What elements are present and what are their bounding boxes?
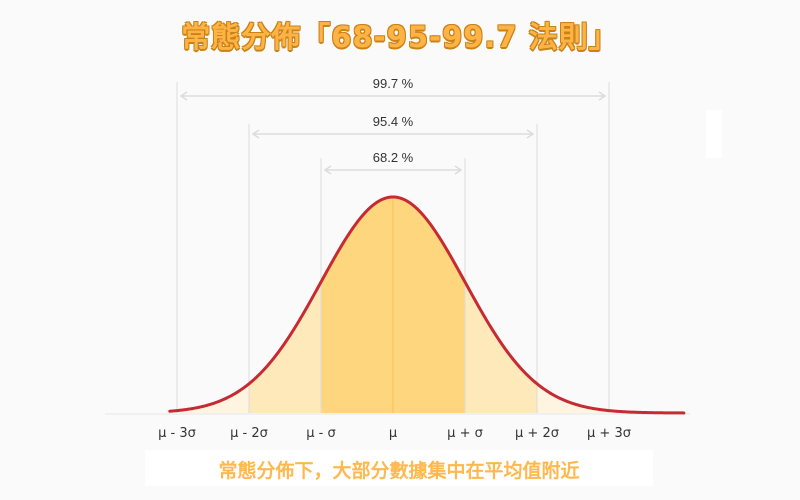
x-tick-label: μ + 2σ: [515, 426, 559, 441]
arrow-left-icon: [251, 129, 260, 139]
x-tick-label: μ - 3σ: [158, 426, 196, 441]
x-tick-label: μ: [388, 426, 398, 441]
interval-label: 95.4 %: [373, 114, 414, 129]
x-tick-label: μ + σ: [447, 426, 483, 441]
sigma-bands: [177, 197, 609, 413]
interval-label: 99.7 %: [373, 76, 414, 91]
guide-lines: [176, 82, 610, 413]
caption-box: 常態分佈下，大部分數據集中在平均值附近: [145, 450, 653, 486]
interval-arrows: 68.2 % 95.4 % 99.7 %: [179, 76, 607, 175]
chart-title: 常態分佈「68-95-99.7 法則」: [181, 20, 619, 54]
arrow-left-icon: [179, 91, 188, 101]
x-tick-label: μ - σ: [306, 426, 336, 441]
arrow-right-icon: [454, 165, 463, 175]
arrow-left-icon: [323, 165, 332, 175]
arrow-right-icon: [526, 129, 535, 139]
interval-label: 68.2 %: [373, 150, 414, 165]
bell-curve: [168, 195, 686, 415]
x-tick-label: μ - 2σ: [230, 426, 268, 441]
blank-placeholder: [706, 110, 722, 158]
x-tick-label: μ + 3σ: [587, 426, 631, 441]
arrow-right-icon: [598, 91, 607, 101]
caption-text: 常態分佈下，大部分數據集中在平均值附近: [218, 460, 580, 482]
